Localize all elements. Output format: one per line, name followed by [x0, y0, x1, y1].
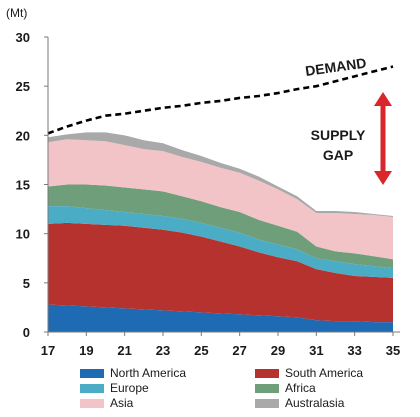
x-tick-label: 21 [117, 343, 131, 358]
x-tick-label: 27 [232, 343, 246, 358]
area-asia [48, 139, 393, 260]
legend-swatch [80, 368, 104, 378]
supply-gap-arrow [374, 92, 392, 185]
legend-swatch [80, 398, 104, 408]
demand-line [47, 65, 394, 135]
legend-swatch [255, 383, 279, 393]
legend-swatch [255, 368, 279, 378]
x-tick-label: 31 [309, 343, 323, 358]
unit-label: (Mt) [6, 6, 27, 20]
x-axis-ticks: 17 19 21 23 25 27 29 31 33 35 [41, 332, 400, 358]
legend-label: Asia [110, 396, 134, 410]
y-tick-label: 25 [16, 79, 30, 94]
legend-item-north-america: North America [80, 366, 186, 380]
legend-label: Australasia [285, 396, 345, 410]
legend-swatch [255, 398, 279, 408]
legend-item-europe: Europe [80, 381, 149, 395]
chart-areas [48, 132, 393, 332]
legend-swatch [80, 383, 104, 393]
y-tick-label: 5 [23, 276, 30, 291]
area-africa [48, 184, 393, 269]
legend-label: Africa [285, 381, 316, 395]
legend-item-africa: Africa [255, 381, 316, 395]
x-tick-label: 35 [386, 343, 400, 358]
y-tick-label: 30 [16, 30, 30, 45]
x-tick-label: 33 [347, 343, 361, 358]
legend-item-australasia: Australasia [255, 396, 344, 410]
x-tick-label: 17 [41, 343, 55, 358]
x-tick-label: 23 [156, 343, 170, 358]
legend-label: Europe [110, 381, 149, 395]
x-tick-label: 29 [271, 343, 285, 358]
x-tick-label: 19 [79, 343, 93, 358]
legend-item-south-america: South America [255, 366, 363, 380]
area-north-america [48, 304, 393, 332]
x-tick-label: 25 [194, 343, 208, 358]
demand-annotation: DEMAND [304, 55, 367, 79]
y-tick-label: 10 [16, 227, 30, 242]
supply-gap-label-line1: SUPPLY [311, 127, 366, 143]
y-tick-label: 20 [16, 128, 30, 143]
y-tick-label: 15 [16, 178, 30, 193]
supply-gap-label-line2: GAP [323, 147, 353, 163]
y-tick-label: 0 [23, 325, 30, 340]
legend-label: South America [285, 366, 364, 380]
legend: North America South America Europe Africa As… [80, 366, 410, 414]
area-europe [48, 206, 393, 278]
area-south-america [48, 222, 393, 323]
legend-item-asia: Asia [80, 396, 133, 410]
y-axis-ticks: 0 5 10 15 20 25 30 [16, 30, 48, 340]
legend-label: North America [110, 366, 187, 380]
